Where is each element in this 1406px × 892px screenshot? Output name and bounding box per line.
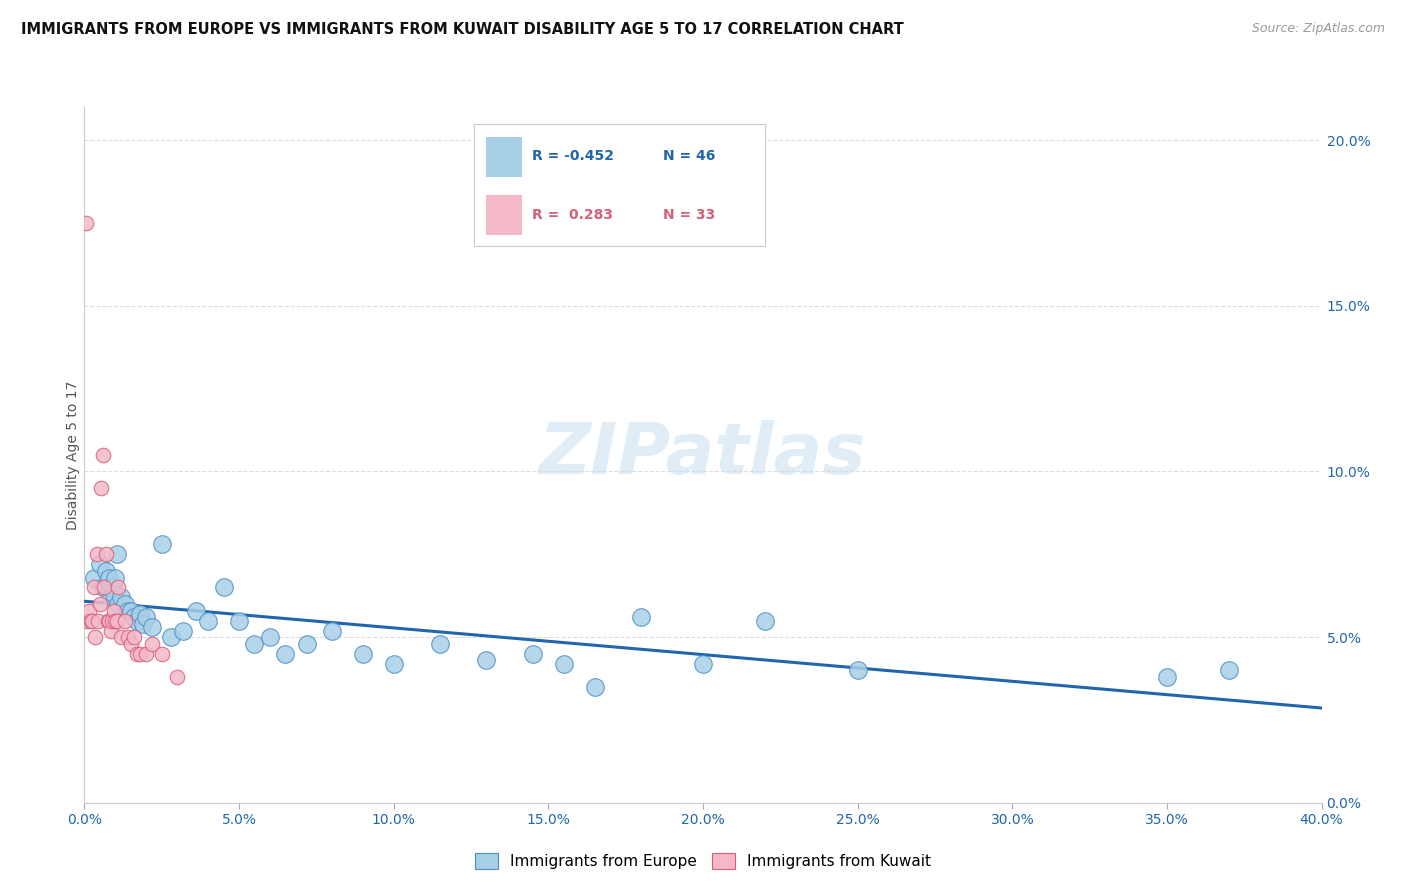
Point [243,637,266,651]
Point [1156,670,1178,684]
Point [846,663,869,677]
Point [83,570,105,584]
Point [692,657,714,671]
Point [76,614,98,628]
Point [553,657,575,671]
Point [150,537,173,551]
Point [103,587,125,601]
Point [125,614,148,628]
Point [122,610,145,624]
Point [87,614,110,628]
Point [274,647,297,661]
Point [101,614,124,628]
Point [101,581,124,595]
Point [84,630,107,644]
Point [114,614,136,628]
Point [125,647,148,661]
Point [89,558,111,572]
Point [228,614,250,628]
Point [135,647,157,661]
Point [104,570,127,584]
Point [97,614,120,628]
Point [100,624,122,638]
Y-axis label: Disability Age 5 to 17: Disability Age 5 to 17 [66,380,80,530]
Point [166,670,188,684]
Point [475,653,498,667]
Point [105,547,128,561]
Point [122,630,145,644]
Point [429,637,451,651]
Point [141,620,163,634]
Point [91,448,114,462]
Point [100,591,122,605]
Point [77,604,100,618]
Point [160,630,183,644]
Point [114,597,136,611]
Point [583,680,606,694]
Point [382,657,405,671]
Point [212,581,235,595]
Point [94,547,117,561]
Point [295,637,318,651]
Point [352,647,374,661]
Point [89,597,111,611]
Point [117,630,139,644]
Point [129,647,152,661]
Point [630,610,652,624]
Point [94,564,117,578]
Point [98,570,121,584]
Point [110,591,132,605]
Point [107,597,129,611]
Point [129,607,152,621]
Point [104,614,127,628]
Point [184,604,207,618]
Point [110,630,132,644]
Point [150,647,173,661]
Point [105,614,128,628]
Point [120,637,142,651]
Point [79,614,101,628]
Text: IMMIGRANTS FROM EUROPE VS IMMIGRANTS FROM KUWAIT DISABILITY AGE 5 TO 17 CORRELAT: IMMIGRANTS FROM EUROPE VS IMMIGRANTS FRO… [21,22,904,37]
Point [93,581,115,595]
Point [107,581,129,595]
Point [172,624,194,638]
Text: ZIPatlas: ZIPatlas [540,420,866,490]
Point [75,216,97,230]
Point [117,604,139,618]
Point [86,547,108,561]
Point [754,614,776,628]
Text: Source: ZipAtlas.com: Source: ZipAtlas.com [1251,22,1385,36]
Point [83,581,105,595]
Point [1218,663,1240,677]
Point [197,614,219,628]
Point [321,624,343,638]
Point [91,581,114,595]
Point [259,630,281,644]
Point [522,647,544,661]
Point [141,637,163,651]
Point [103,604,125,618]
Point [98,614,121,628]
Point [90,481,112,495]
Point [132,616,155,631]
Point [120,604,142,618]
Point [82,614,104,628]
Legend: Immigrants from Europe, Immigrants from Kuwait: Immigrants from Europe, Immigrants from … [468,847,938,875]
Point [135,610,157,624]
